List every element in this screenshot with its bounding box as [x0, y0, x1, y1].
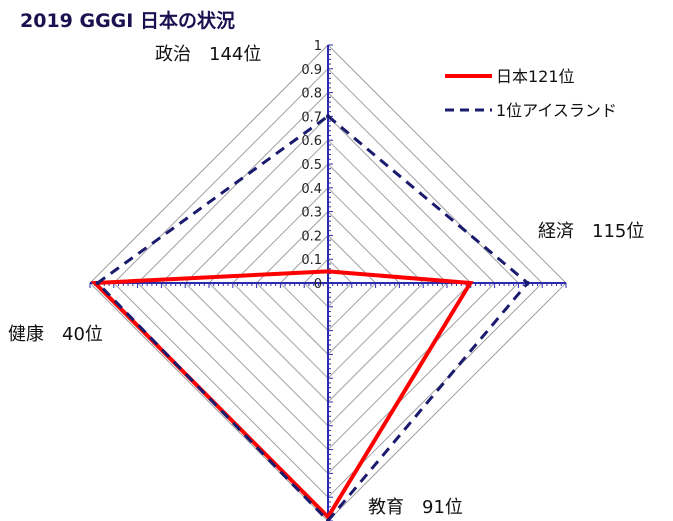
series-line-0	[90, 269, 474, 521]
tick-label: 0.2	[301, 229, 322, 244]
tick-label: 0.1	[301, 253, 322, 268]
axis-label: 健康 40位	[8, 324, 103, 345]
grid-ring	[89, 44, 567, 521]
tick-label: 0.4	[301, 182, 322, 197]
axis-label: 経済 115位	[538, 221, 644, 242]
data-point	[95, 281, 100, 285]
data-point	[326, 114, 330, 119]
tick-label: 0.6	[301, 134, 322, 149]
axis-label: 教育 91位	[368, 497, 463, 518]
axis-label: 政治 144位	[155, 44, 261, 65]
data-point	[326, 518, 330, 521]
data-point	[326, 269, 330, 274]
chart-title: 2019 GGGI 日本の状況	[20, 10, 235, 32]
tick-label: 0.9	[301, 63, 322, 78]
tick-label: 0.5	[301, 158, 322, 173]
tick-label: 0.7	[301, 110, 322, 125]
tick-label: 0	[314, 277, 322, 292]
legend-label: 1位アイスランド	[496, 101, 617, 120]
data-point	[468, 281, 473, 285]
tick-label: 0.8	[301, 87, 322, 102]
tick-label: 0.3	[301, 206, 322, 221]
tick-label: 1	[314, 39, 322, 54]
legend-label: 日本121位	[496, 67, 575, 86]
series-line-1	[95, 114, 530, 521]
data-point	[525, 281, 530, 285]
